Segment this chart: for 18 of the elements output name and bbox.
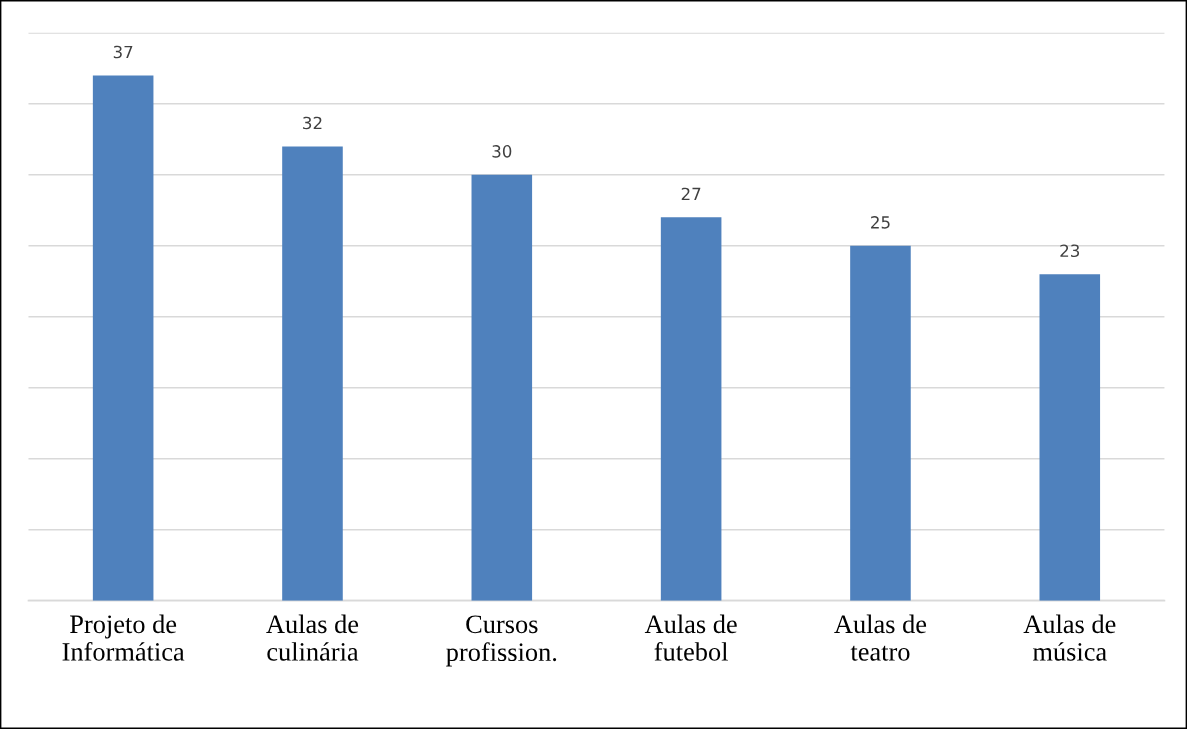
data-label: 27	[681, 187, 701, 201]
x-tick-label: Aulas de música	[1023, 614, 1116, 661]
x-tick-label: Projeto de Informática	[62, 614, 185, 661]
bar	[1039, 274, 1101, 601]
x-tick-label: Aulas de teatro	[834, 614, 927, 661]
data-label: 23	[1060, 244, 1080, 258]
x-tick-label: Aulas de futebol	[644, 614, 737, 661]
data-label: 25	[871, 216, 890, 229]
x-tick-label: Aulas de culinária	[266, 614, 359, 661]
bar	[92, 75, 154, 601]
x-tick-label: Cursos profission.	[446, 615, 557, 667]
bar	[282, 146, 343, 601]
bar	[660, 217, 722, 601]
data-label: 37	[113, 45, 133, 59]
data-label: 30	[492, 145, 512, 158]
bar	[850, 245, 911, 601]
bar	[471, 174, 533, 601]
data-label: 32	[303, 116, 322, 130]
